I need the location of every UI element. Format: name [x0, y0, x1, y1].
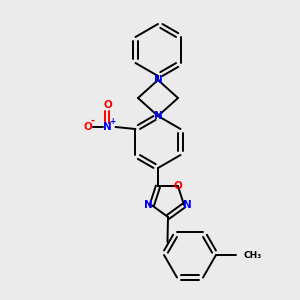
Text: +: + [110, 118, 116, 127]
Text: N: N [145, 200, 153, 210]
Text: O: O [103, 100, 112, 110]
Text: CH₃: CH₃ [244, 250, 262, 260]
Text: N: N [154, 111, 162, 121]
Text: N: N [154, 75, 162, 85]
Text: -: - [91, 116, 94, 126]
Text: O: O [174, 181, 182, 191]
Text: N: N [183, 200, 191, 210]
Text: N: N [103, 122, 112, 132]
Text: O: O [83, 122, 92, 132]
